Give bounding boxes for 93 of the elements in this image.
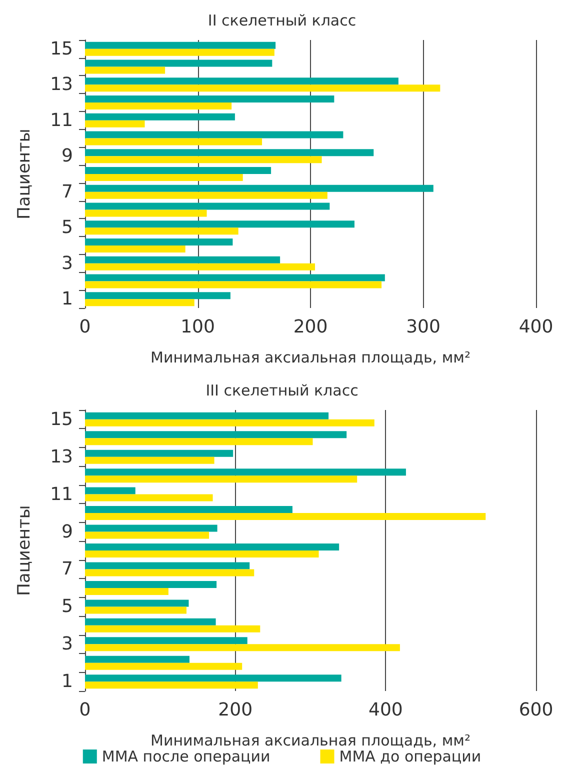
bar <box>85 256 280 264</box>
bar <box>85 618 216 626</box>
bar <box>85 96 334 103</box>
bar <box>85 438 313 446</box>
bar <box>85 131 344 138</box>
bar <box>85 487 136 494</box>
bar <box>85 468 406 476</box>
bar <box>85 202 330 210</box>
bar <box>85 42 276 49</box>
bar <box>85 674 342 682</box>
bar <box>85 682 258 689</box>
bar <box>85 245 186 252</box>
bar <box>85 412 329 420</box>
y-tick-label: 7 <box>62 558 73 580</box>
bar <box>85 66 166 74</box>
bar <box>85 637 248 644</box>
y-axis-title: Пациенты <box>14 128 34 220</box>
x-axis-title: Минимальная аксиальная площадь, мм² <box>150 732 470 750</box>
bar <box>85 292 230 300</box>
bar <box>85 78 398 85</box>
x-tick-label: 200 <box>218 700 253 720</box>
bar <box>85 662 242 670</box>
bar <box>85 220 354 228</box>
bar <box>85 263 316 270</box>
bar <box>85 274 385 282</box>
y-tick-label: 3 <box>62 634 73 655</box>
bar <box>85 550 319 558</box>
bar <box>85 192 328 199</box>
y-tick-label: 11 <box>50 110 73 131</box>
bar <box>85 580 217 588</box>
x-tick-label: 300 <box>406 316 440 338</box>
y-tick-label: 5 <box>62 217 73 238</box>
bar <box>85 450 234 457</box>
y-tick-label: 13 <box>50 74 73 96</box>
bar <box>85 113 235 120</box>
y-tick-label: 15 <box>50 38 73 60</box>
bar <box>85 228 238 235</box>
legend-label: ММА после операции <box>102 748 270 766</box>
bar <box>85 156 322 164</box>
bar <box>85 456 214 464</box>
bar <box>85 506 292 514</box>
bar <box>85 60 272 67</box>
bar <box>85 102 232 110</box>
bar <box>85 494 213 502</box>
bar <box>85 600 189 607</box>
y-tick-label: 13 <box>50 446 73 468</box>
legend-label: ММА до операции <box>339 748 482 766</box>
bar <box>85 299 194 306</box>
y-tick-label: 1 <box>62 288 73 310</box>
x-tick-label: 400 <box>368 700 403 720</box>
x-tick-label: 600 <box>518 700 554 720</box>
bar <box>85 184 434 192</box>
bar <box>85 210 207 217</box>
y-tick-label: 15 <box>50 408 73 430</box>
bar <box>85 419 374 426</box>
bar <box>85 569 254 576</box>
y-tick-label: 5 <box>62 596 73 618</box>
bar <box>85 84 440 92</box>
bar <box>85 588 168 595</box>
x-tick-label: 0 <box>79 700 91 720</box>
y-tick-label: 3 <box>62 252 73 274</box>
bar <box>85 524 218 532</box>
x-tick-label: 200 <box>293 316 328 338</box>
x-axis-title: Минимальная аксиальная площадь, мм² <box>150 348 470 366</box>
y-tick-label: 11 <box>50 484 73 505</box>
bar <box>85 48 274 56</box>
y-tick-label: 1 <box>62 671 73 692</box>
bar <box>85 606 186 614</box>
chart-title: II скелетный класс <box>208 12 356 30</box>
bar <box>85 644 400 652</box>
bar <box>85 238 233 246</box>
bar <box>85 513 486 520</box>
bar <box>85 431 347 438</box>
x-tick-label: 0 <box>79 316 91 338</box>
y-tick-label: 9 <box>62 521 73 542</box>
bar <box>85 562 250 570</box>
bar <box>85 149 374 156</box>
chart-title: III скелетный класс <box>206 382 358 400</box>
bar <box>85 167 272 174</box>
bar <box>85 476 358 483</box>
bar <box>85 120 145 128</box>
bar <box>85 532 210 539</box>
bar <box>85 174 243 181</box>
x-tick-label: 100 <box>180 316 215 338</box>
bar <box>85 544 340 550</box>
y-tick-label: 7 <box>62 181 73 202</box>
y-tick-label: 9 <box>62 146 73 167</box>
bar <box>85 656 190 663</box>
bar <box>85 625 260 632</box>
bar <box>85 138 262 146</box>
y-axis-title: Пациенты <box>14 505 34 596</box>
x-tick-label: 400 <box>518 316 554 338</box>
bar <box>85 281 382 288</box>
